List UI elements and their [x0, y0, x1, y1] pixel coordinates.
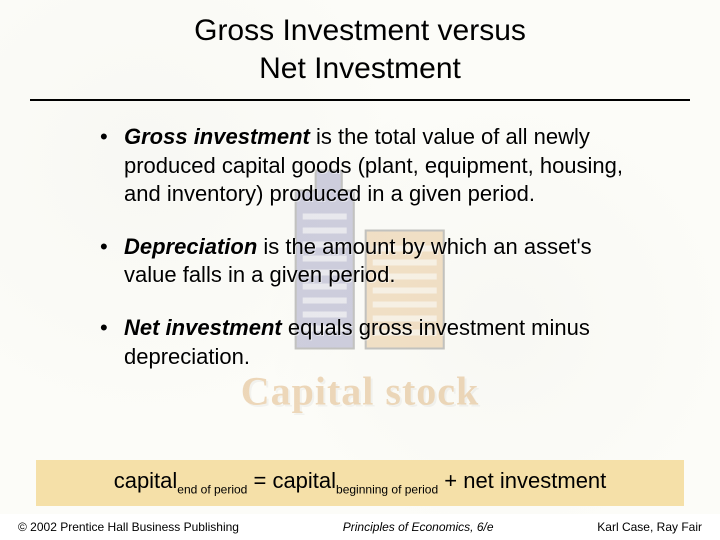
slide-title: Gross Investment versus Net Investment [0, 0, 720, 93]
slide: Gross Investment versus Net Investment G… [0, 0, 720, 540]
title-line-2: Net Investment [259, 52, 461, 85]
eq-plus: + [438, 468, 463, 493]
slide-body: Gross investment is the total value of a… [0, 101, 720, 454]
eq-rhs1-sub: beginning of period [336, 482, 438, 496]
eq-sign: = [247, 468, 272, 493]
eq-lhs-sub: end of period [177, 482, 247, 496]
footer-center: Principles of Economics, 6/e [343, 520, 494, 534]
eq-rhs2: net investment [463, 468, 606, 493]
eq-lhs: capital [114, 468, 178, 493]
bullet-term: Gross investment [124, 124, 310, 149]
bullet-item: Gross investment is the total value of a… [100, 123, 640, 209]
equation-highlight: capitalend of period = capitalbeginning … [36, 460, 684, 506]
bullet-list: Gross investment is the total value of a… [100, 123, 640, 371]
title-line-1: Gross Investment versus [194, 14, 526, 47]
bullet-term: Net investment [124, 315, 282, 340]
eq-rhs1: capital [272, 468, 336, 493]
equation: capitalend of period = capitalbeginning … [114, 468, 607, 493]
footer-left: © 2002 Prentice Hall Business Publishing [18, 520, 239, 534]
bullet-item: Depreciation is the amount by which an a… [100, 233, 640, 290]
slide-footer: © 2002 Prentice Hall Business Publishing… [0, 514, 720, 540]
bullet-item: Net investment equals gross investment m… [100, 314, 640, 371]
footer-right: Karl Case, Ray Fair [597, 520, 702, 534]
bullet-term: Depreciation [124, 234, 257, 259]
